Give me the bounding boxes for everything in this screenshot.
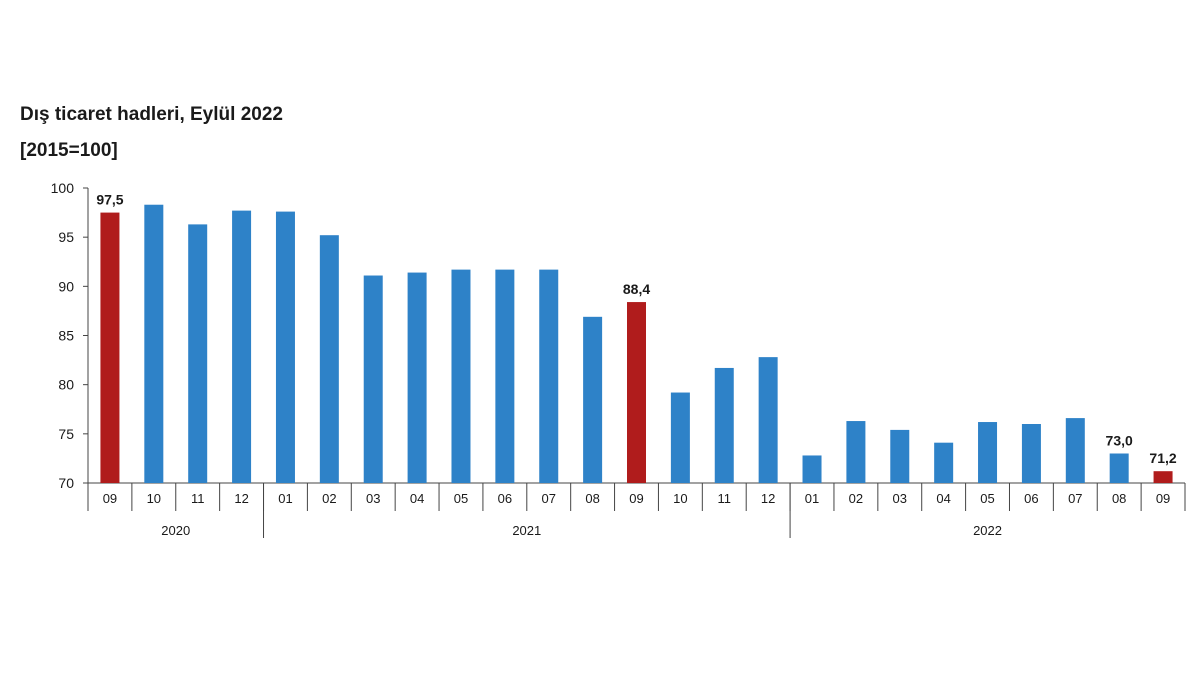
y-tick-label: 95 bbox=[58, 229, 74, 245]
data-label: 73,0 bbox=[1106, 433, 1133, 449]
x-tick-label: 09 bbox=[629, 491, 643, 506]
bar-20 bbox=[934, 442, 954, 483]
x-tick-label: 04 bbox=[936, 491, 950, 506]
data-label: 71,2 bbox=[1149, 450, 1176, 466]
x-tick-label: 06 bbox=[1024, 491, 1038, 506]
x-tick-label: 08 bbox=[585, 491, 599, 506]
x-tick-label: 07 bbox=[1068, 491, 1082, 506]
y-tick-label: 80 bbox=[58, 377, 74, 393]
x-tick-label: 10 bbox=[147, 491, 161, 506]
year-label: 2021 bbox=[512, 523, 541, 538]
x-tick-label: 05 bbox=[980, 491, 994, 506]
bar-19 bbox=[890, 429, 910, 483]
bar-17 bbox=[802, 455, 822, 483]
x-tick-label: 04 bbox=[410, 491, 424, 506]
x-tick-label: 02 bbox=[849, 491, 863, 506]
bar-2 bbox=[144, 204, 164, 483]
y-tick-label: 75 bbox=[58, 426, 74, 442]
x-tick-label: 03 bbox=[366, 491, 380, 506]
bar-10 bbox=[495, 269, 515, 483]
chart-subtitle: [2015=100] bbox=[20, 140, 118, 161]
bar-6 bbox=[319, 235, 339, 483]
x-tick-label: 03 bbox=[893, 491, 907, 506]
bar-1 bbox=[100, 212, 120, 484]
bar-8 bbox=[407, 272, 427, 483]
x-tick-label: 07 bbox=[542, 491, 556, 506]
x-tick-label: 12 bbox=[234, 491, 248, 506]
x-tick-label: 08 bbox=[1112, 491, 1126, 506]
x-tick-label: 02 bbox=[322, 491, 336, 506]
year-label: 2022 bbox=[973, 523, 1002, 538]
x-tick-label: 11 bbox=[718, 491, 732, 506]
x-tick-label: 12 bbox=[761, 491, 775, 506]
bar-11 bbox=[539, 269, 559, 483]
bar-9 bbox=[451, 269, 471, 483]
x-tick-label: 10 bbox=[673, 491, 687, 506]
bar-4 bbox=[232, 210, 252, 483]
data-label: 88,4 bbox=[623, 281, 650, 297]
data-label: 97,5 bbox=[96, 192, 123, 208]
chart-title: Dış ticaret hadleri, Eylül 2022 bbox=[20, 104, 283, 125]
year-label: 2020 bbox=[161, 523, 190, 538]
x-tick-label: 09 bbox=[1156, 491, 1170, 506]
bar-21 bbox=[978, 422, 998, 483]
y-tick-label: 100 bbox=[51, 180, 75, 196]
bar-3 bbox=[188, 224, 208, 483]
y-tick-label: 70 bbox=[58, 475, 74, 491]
bar-22 bbox=[1021, 424, 1041, 483]
y-tick-label: 85 bbox=[58, 328, 74, 344]
bar-16 bbox=[758, 357, 778, 483]
bar-13 bbox=[627, 302, 646, 483]
bar-25 bbox=[1153, 471, 1173, 483]
bar-18 bbox=[846, 421, 866, 483]
bar-7 bbox=[363, 275, 383, 483]
x-tick-label: 01 bbox=[805, 491, 819, 506]
x-tick-label: 05 bbox=[454, 491, 468, 506]
bar-14 bbox=[670, 392, 690, 483]
bar-15 bbox=[714, 367, 734, 483]
x-tick-label: 06 bbox=[498, 491, 512, 506]
x-tick-label: 09 bbox=[103, 491, 117, 506]
bar-5 bbox=[275, 211, 295, 483]
bar-23 bbox=[1065, 418, 1085, 483]
x-tick-label: 01 bbox=[278, 491, 292, 506]
x-tick-label: 11 bbox=[191, 491, 205, 506]
y-tick-label: 90 bbox=[58, 278, 74, 294]
bar-24 bbox=[1109, 453, 1129, 483]
bar-12 bbox=[583, 316, 603, 483]
